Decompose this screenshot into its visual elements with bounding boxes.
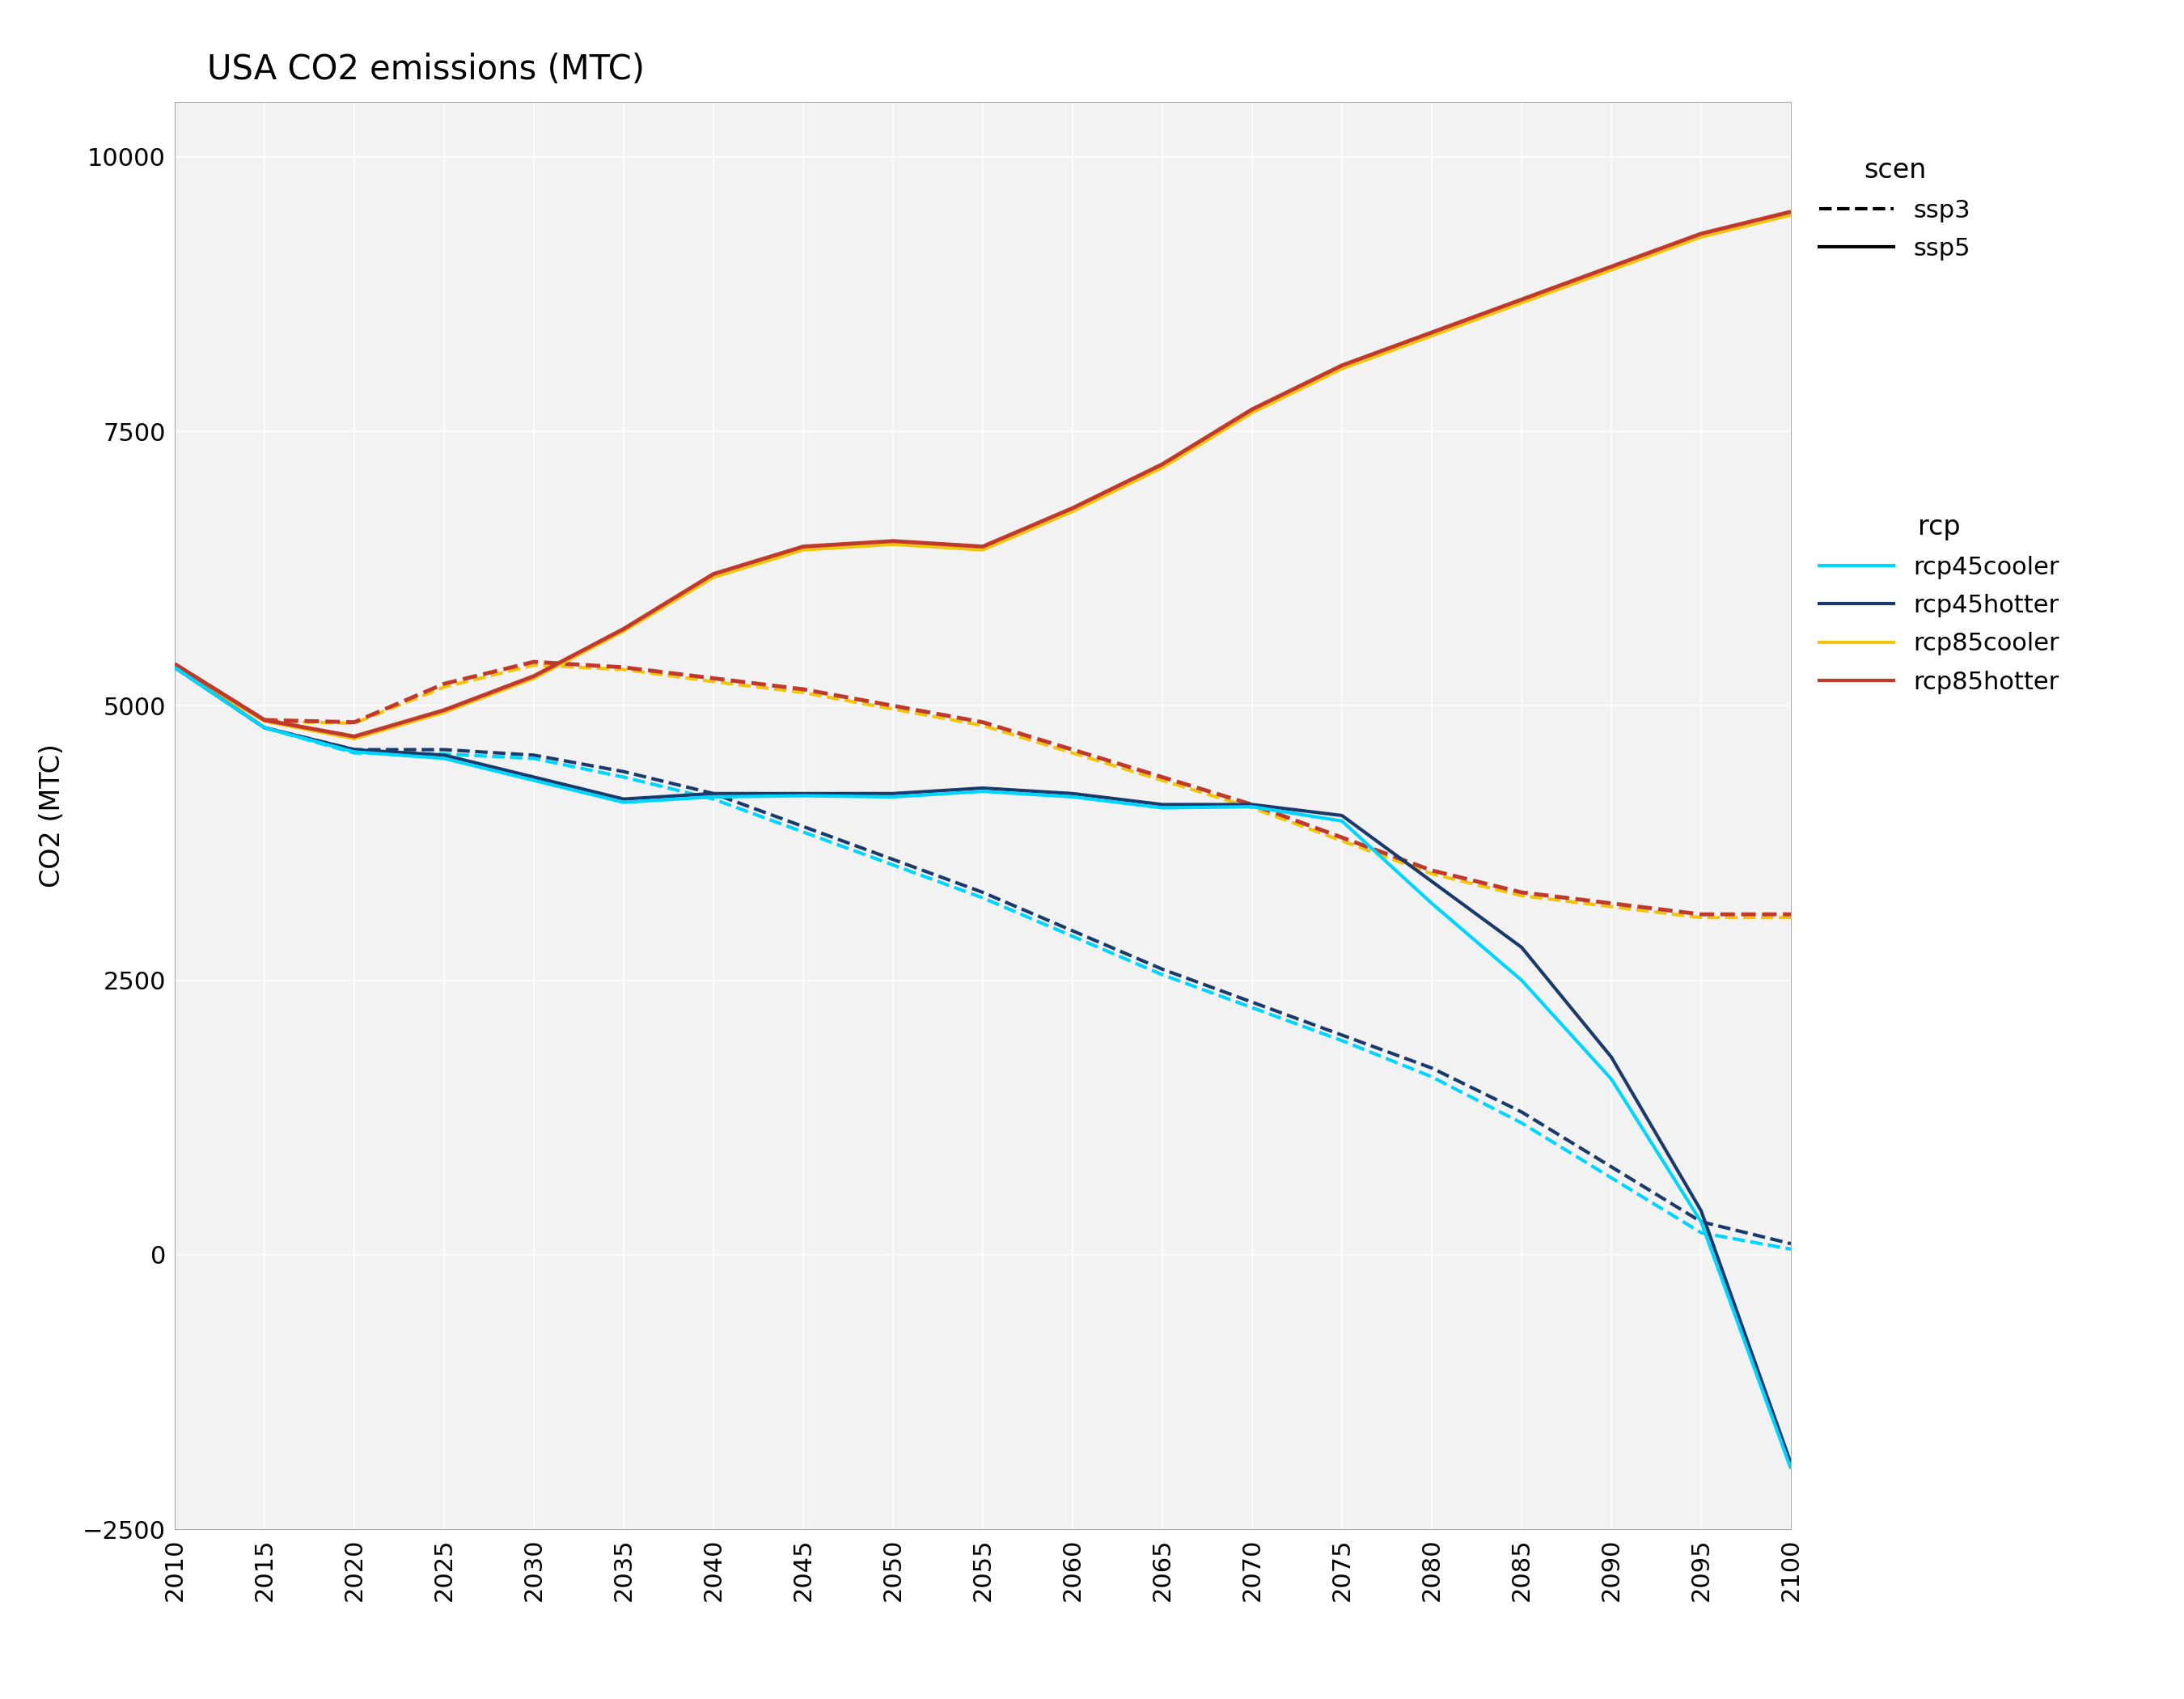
Legend: rcp45cooler, rcp45hotter, rcp85cooler, rcp85hotter: rcp45cooler, rcp45hotter, rcp85cooler, r… xyxy=(1819,513,2060,693)
Text: USA CO2 emissions (MTC): USA CO2 emissions (MTC) xyxy=(207,53,644,87)
Y-axis label: CO2 (MTC): CO2 (MTC) xyxy=(39,744,66,887)
